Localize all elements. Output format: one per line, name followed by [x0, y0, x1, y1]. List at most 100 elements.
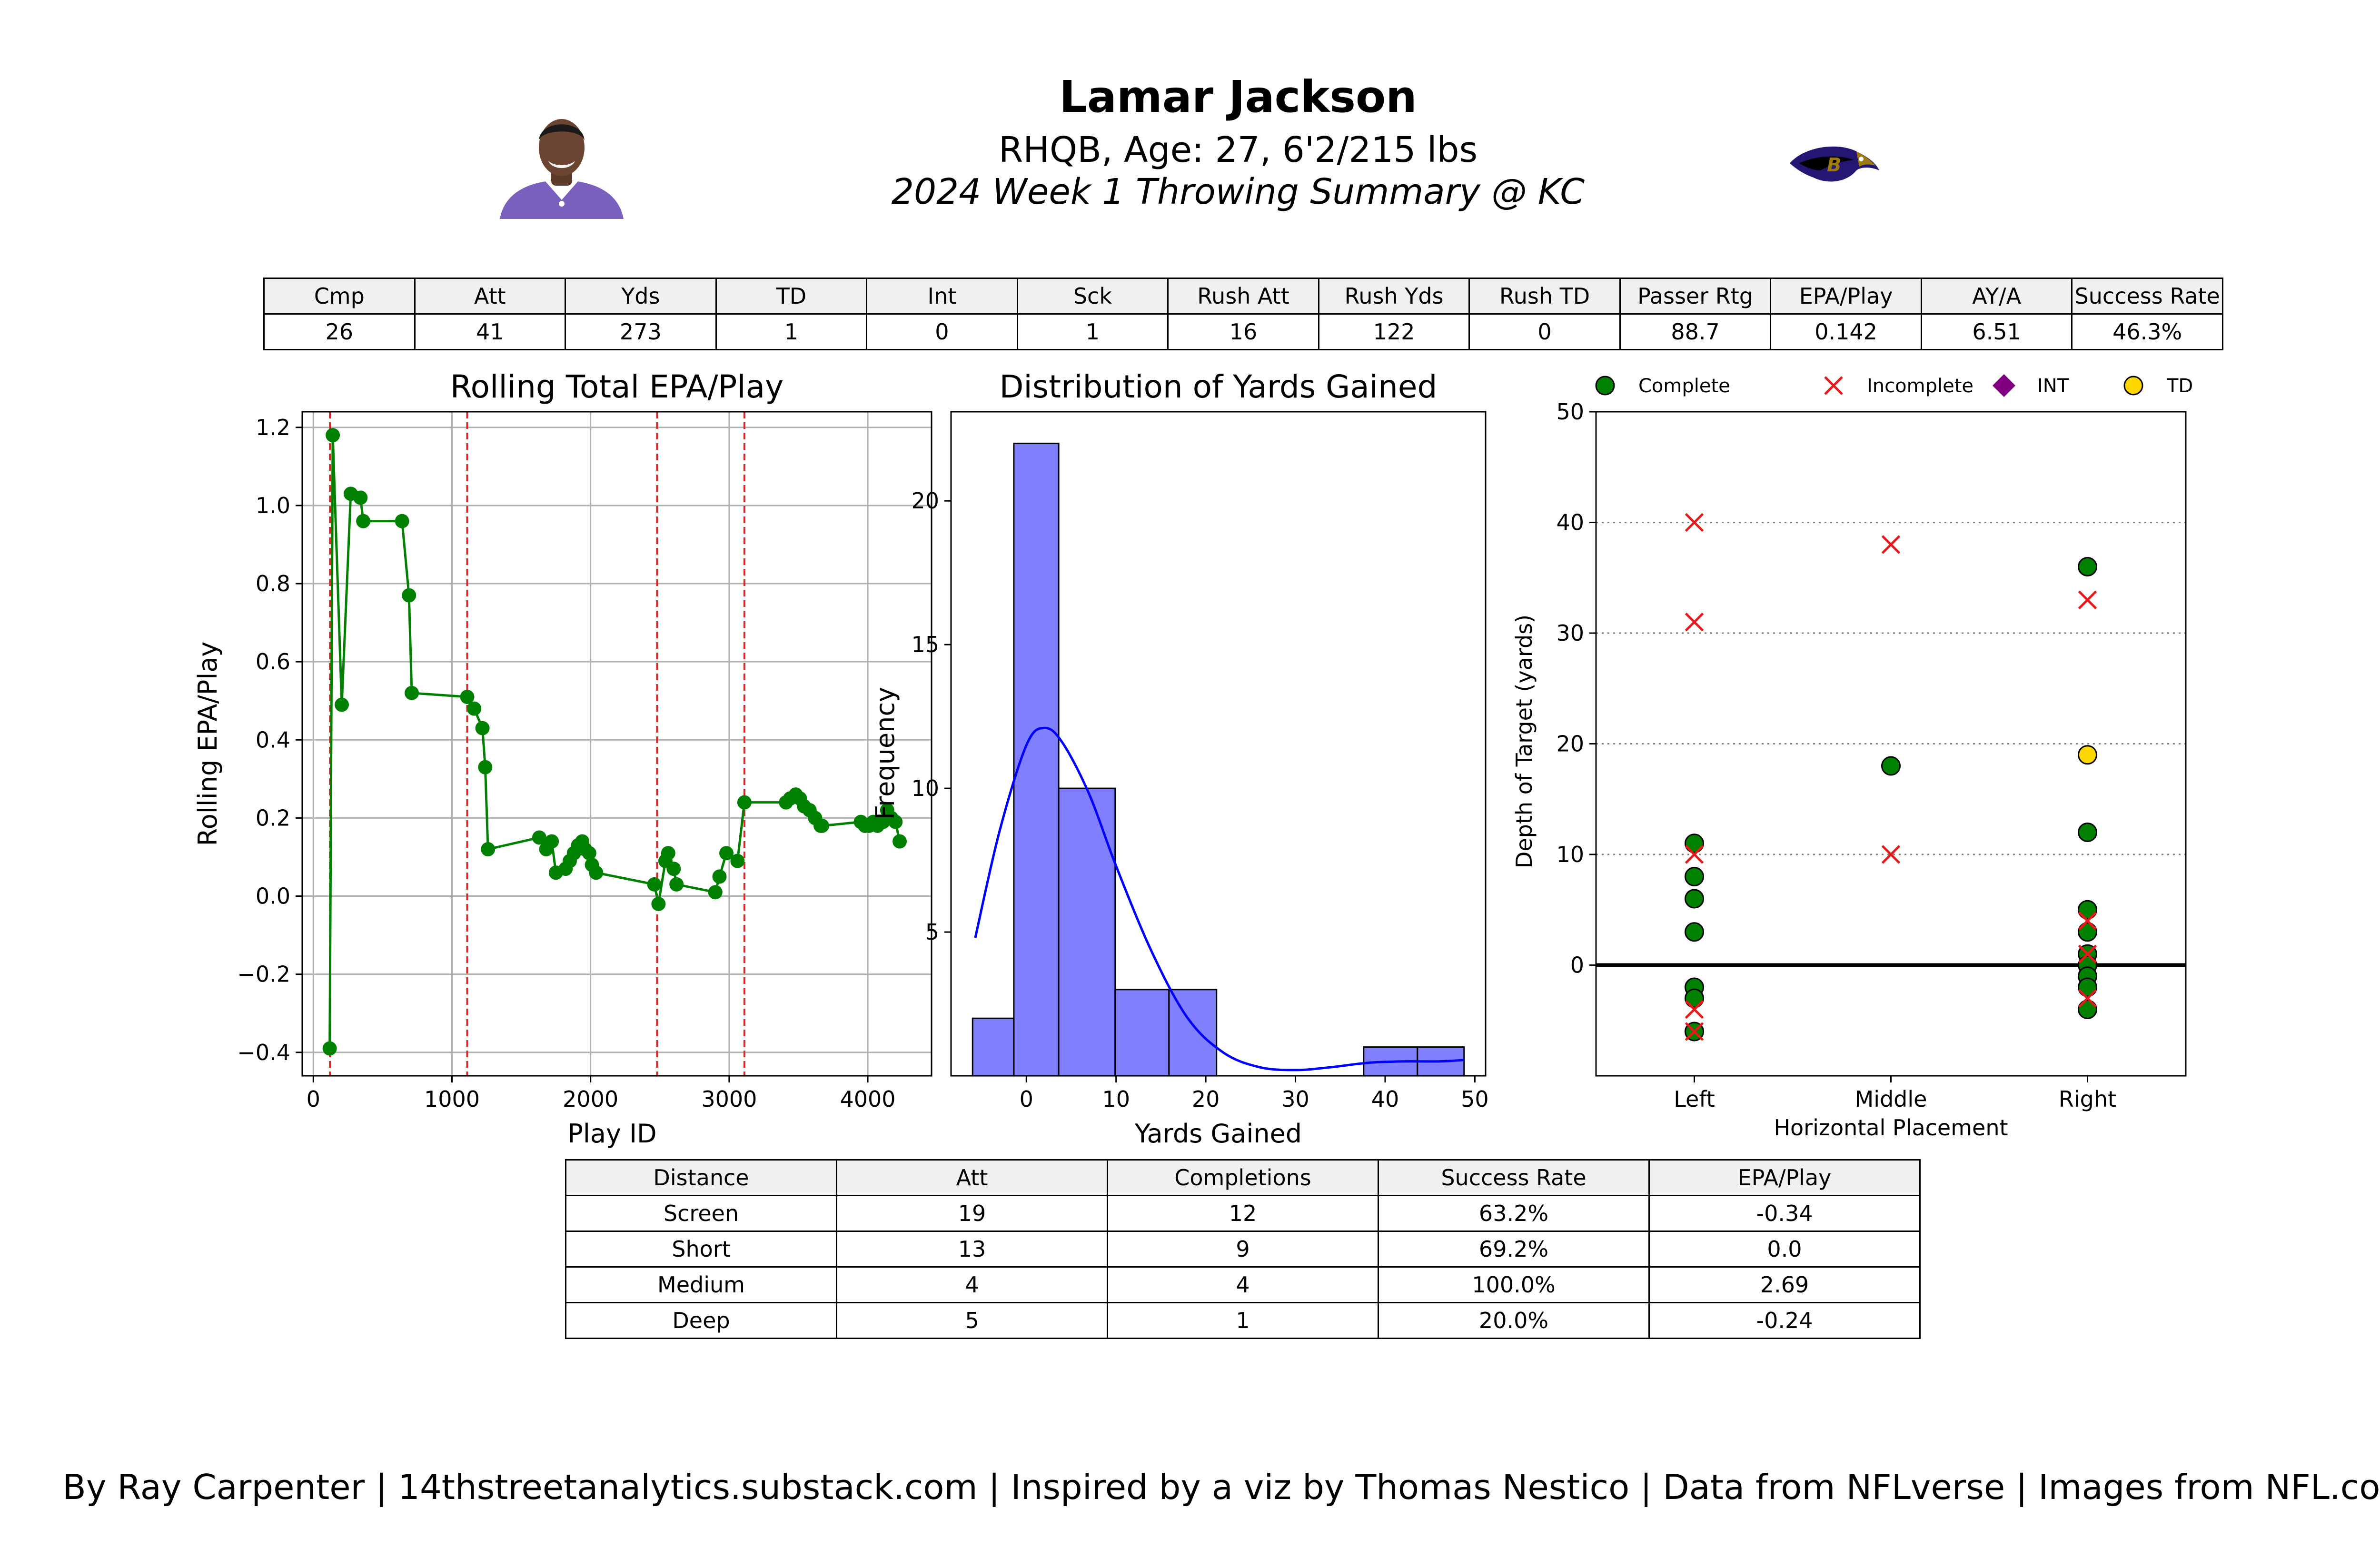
incomplete-marker [1881, 535, 1901, 554]
x-tick-label: 2000 [563, 1086, 618, 1112]
epa-point [712, 869, 727, 884]
epa-point [402, 588, 416, 603]
epa-point [892, 834, 907, 849]
y-tick-label: −0.2 [237, 962, 290, 987]
x-tick-label: 3000 [701, 1086, 757, 1112]
distance-table: Distance Att Completions Success Rate EPA/Pl… [565, 1159, 1921, 1339]
epa-point [460, 690, 475, 705]
stats-value-cell: 1 [715, 313, 868, 350]
x-tick-label: 30 [1281, 1086, 1309, 1112]
complete-marker [2078, 977, 2097, 997]
complete-marker [2078, 1000, 2097, 1019]
incomplete-marker [1881, 845, 1901, 864]
epa-point [467, 701, 482, 716]
player-headshot [500, 119, 624, 219]
stats-table: Cmp Att Yds TD Int Sck Rush Att Rush Yds Rush TD… [263, 278, 2223, 350]
distance-row: Short 13 9 69.2% 0.0 [565, 1231, 1921, 1268]
stats-header-cell: Rush Att [1167, 278, 1319, 315]
incomplete-marker [1685, 845, 1704, 864]
distance-cell: Medium [565, 1266, 837, 1303]
y-tick-label: 50 [1556, 399, 1584, 425]
legend-marker-complete [1595, 376, 1615, 396]
y-axis-label: Rolling EPA/Play [193, 642, 223, 846]
player-bio: RHQB, Age: 27, 6'2/215 lbs [998, 129, 1478, 170]
footer-credits: By Ray Carpenter | 14thstreetanalytics.s… [62, 1467, 2380, 1507]
epa-point [326, 428, 340, 443]
epa-point [666, 862, 681, 876]
stats-header-cell: Rush Yds [1318, 278, 1470, 315]
epa-point [478, 760, 493, 774]
distance-cell: Screen [565, 1195, 837, 1232]
incomplete-marker [1685, 1022, 1704, 1041]
legend-label: TD [2166, 375, 2193, 397]
stats-value-cell: 0 [1468, 313, 1621, 350]
distance-cell: 69.2% [1378, 1231, 1650, 1268]
stats-value-cell: 273 [565, 313, 717, 350]
stats-value-cell: 6.51 [1920, 313, 2073, 350]
distance-cell: 63.2% [1378, 1195, 1650, 1232]
incomplete-marker [2078, 911, 2097, 931]
y-tick-label: 10 [1556, 842, 1584, 867]
stats-header-cell: Yds [565, 278, 717, 315]
epa-point [719, 846, 734, 861]
x-tick-label: Middle [1855, 1086, 1927, 1112]
distance-cell: Deep [565, 1302, 837, 1339]
distance-cell: 9 [1107, 1231, 1379, 1268]
distance-cell: 20.0% [1378, 1302, 1650, 1339]
x-tick-label: 0 [307, 1086, 320, 1112]
yards-distribution-chart: 0 10 20 30 40 50 5 10 15 20 Distribution of Yards … [870, 368, 1489, 1149]
stats-header-cell: Att [414, 278, 566, 315]
y-tick-label: 0.8 [256, 571, 290, 596]
distance-row: Deep 5 1 20.0% -0.24 [565, 1302, 1921, 1339]
distance-header-cell: Distance [565, 1159, 837, 1196]
complete-marker [1685, 922, 1704, 942]
epa-point [582, 846, 596, 861]
incomplete-marker [1685, 1000, 1704, 1019]
distance-cell: 19 [836, 1195, 1108, 1232]
epa-point [708, 885, 723, 900]
x-tick-label: 50 [1461, 1086, 1489, 1112]
stats-header-cell: Cmp [263, 278, 416, 315]
stats-value-cell: 41 [414, 313, 566, 350]
epa-point [730, 853, 745, 868]
epa-point [647, 877, 662, 892]
distance-header-cell: Completions [1107, 1159, 1379, 1196]
y-tick-label: 0.0 [256, 883, 290, 909]
stats-value-cell: 1 [1016, 313, 1169, 350]
epa-point [532, 830, 546, 845]
epa-point [888, 814, 903, 829]
stats-value-cell: 0.142 [1770, 313, 1922, 350]
x-tick-label: 20 [1192, 1086, 1220, 1112]
distance-cell: 5 [836, 1302, 1108, 1339]
complete-marker [2078, 557, 2097, 576]
rolling-epa-chart: 0 1000 2000 3000 4000 −0.4 −0.2 0.0 0.2 0.4 0.6 0.8… [193, 368, 932, 1149]
plot-frame [1595, 411, 2187, 1077]
epa-point [334, 697, 349, 712]
epa-point [589, 865, 604, 880]
stats-value-cell: 122 [1318, 313, 1470, 350]
histogram-bar [1114, 989, 1170, 1077]
x-tick-label: 10 [1102, 1086, 1130, 1112]
x-axis-label: Horizontal Placement [1774, 1115, 2008, 1141]
y-tick-label: 40 [1556, 510, 1584, 536]
incomplete-marker [2078, 944, 2097, 964]
y-tick-label: 10 [911, 775, 939, 801]
y-tick-label: 30 [1556, 620, 1584, 646]
stats-header-cell: Passer Rtg [1619, 278, 1772, 315]
x-tick-label: 0 [1020, 1086, 1033, 1112]
distance-cell: 1 [1107, 1302, 1379, 1339]
y-tick-label: 20 [911, 488, 939, 514]
ravens-logo: B [1790, 146, 1879, 182]
x-tick-label: 4000 [840, 1086, 896, 1112]
distance-header-cell: Att [836, 1159, 1108, 1196]
y-axis-label: Frequency [870, 687, 900, 820]
x-axis-label: Yards Gained [1134, 1119, 1302, 1149]
plot-frame [950, 411, 1487, 1077]
epa-point [475, 721, 490, 735]
histogram-bar [1058, 787, 1116, 1077]
complete-marker [2078, 922, 2097, 942]
y-axis-label: Depth of Target (yards) [1511, 615, 1537, 868]
distance-header-cell: Success Rate [1378, 1159, 1650, 1196]
epa-point [669, 877, 684, 892]
epa-point [481, 842, 496, 857]
